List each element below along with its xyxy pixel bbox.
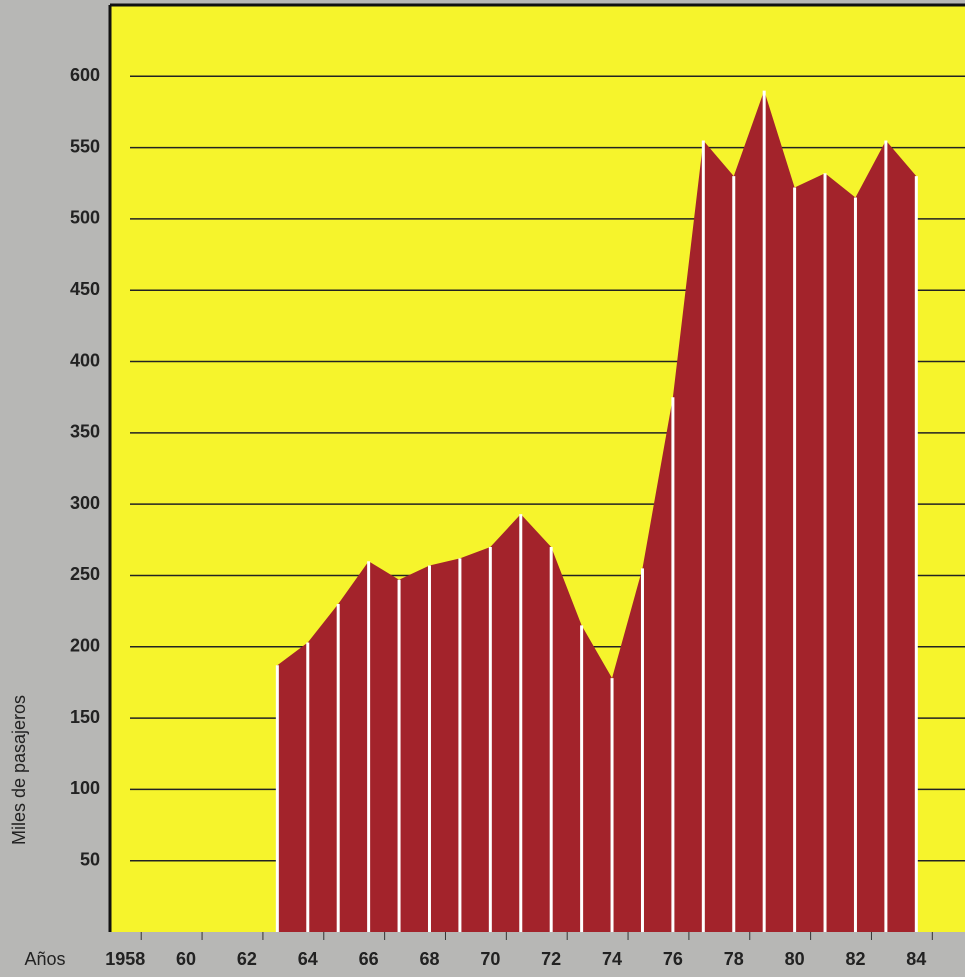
y-tick-label: 50 — [80, 849, 100, 869]
x-tick-label: 76 — [663, 949, 683, 969]
y-tick-label: 150 — [70, 707, 100, 727]
x-tick-label: 84 — [906, 949, 926, 969]
x-tick-label: 74 — [602, 949, 622, 969]
y-tick-label: 200 — [70, 636, 100, 656]
marks — [275, 90, 918, 933]
area — [277, 90, 917, 933]
y-tick-label: 400 — [70, 350, 100, 370]
y-tick-label: 600 — [70, 65, 100, 85]
x-tick-label: 68 — [419, 949, 439, 969]
x-tick-label: 72 — [541, 949, 561, 969]
y-tick-label: 500 — [70, 208, 100, 228]
x-axis-label: Años — [24, 949, 65, 969]
x-tick-label: 64 — [298, 949, 318, 969]
y-tick-label: 350 — [70, 422, 100, 442]
x-tick-label: 80 — [785, 949, 805, 969]
y-tick-label: 100 — [70, 778, 100, 798]
y-tick-label: 250 — [70, 564, 100, 584]
y-tick-label: 450 — [70, 279, 100, 299]
x-tick-label: 70 — [480, 949, 500, 969]
x-tick-label: 78 — [724, 949, 744, 969]
x-tick-label: 62 — [237, 949, 257, 969]
y-tick-label: 550 — [70, 136, 100, 156]
x-tick-label: 1958 — [105, 949, 145, 969]
x-tick-label: 82 — [845, 949, 865, 969]
x-tick-label: 66 — [359, 949, 379, 969]
x-tick-label: 60 — [176, 949, 196, 969]
y-axis-label: Miles de pasajeros — [9, 695, 29, 845]
y-tick-label: 300 — [70, 493, 100, 513]
